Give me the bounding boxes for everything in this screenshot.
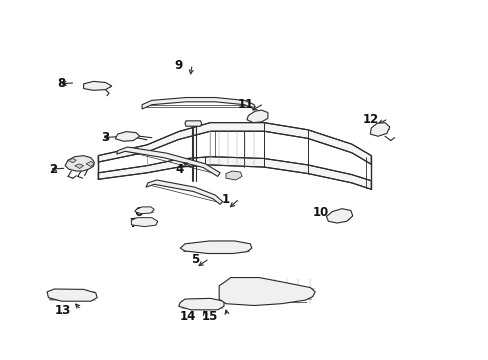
Polygon shape [178,298,224,310]
Text: 1: 1 [221,193,229,206]
Text: 10: 10 [312,207,328,220]
Polygon shape [225,171,242,180]
Polygon shape [142,98,254,109]
Polygon shape [86,161,94,166]
Text: 4: 4 [175,163,183,176]
Text: 9: 9 [174,59,182,72]
Text: 5: 5 [191,253,199,266]
Polygon shape [98,157,370,189]
Polygon shape [115,132,140,141]
Polygon shape [68,158,76,163]
Text: 12: 12 [362,113,378,126]
Text: 6: 6 [134,207,142,220]
Text: 2: 2 [48,163,57,176]
Text: 15: 15 [201,310,217,324]
Polygon shape [219,278,315,306]
Polygon shape [180,241,251,253]
Text: 13: 13 [55,305,71,318]
Polygon shape [117,147,220,176]
Polygon shape [246,110,267,123]
Polygon shape [65,156,94,171]
Polygon shape [83,81,112,90]
Text: 7: 7 [129,217,137,230]
Polygon shape [184,121,201,126]
Text: 8: 8 [57,77,65,90]
Text: 3: 3 [101,131,109,144]
Text: 14: 14 [179,310,195,324]
Polygon shape [47,289,97,301]
Polygon shape [369,123,389,136]
Polygon shape [75,164,83,168]
Polygon shape [135,207,154,214]
Polygon shape [98,123,370,164]
Polygon shape [326,209,352,223]
Text: 11: 11 [238,98,254,111]
Polygon shape [131,218,158,226]
Polygon shape [146,180,222,204]
